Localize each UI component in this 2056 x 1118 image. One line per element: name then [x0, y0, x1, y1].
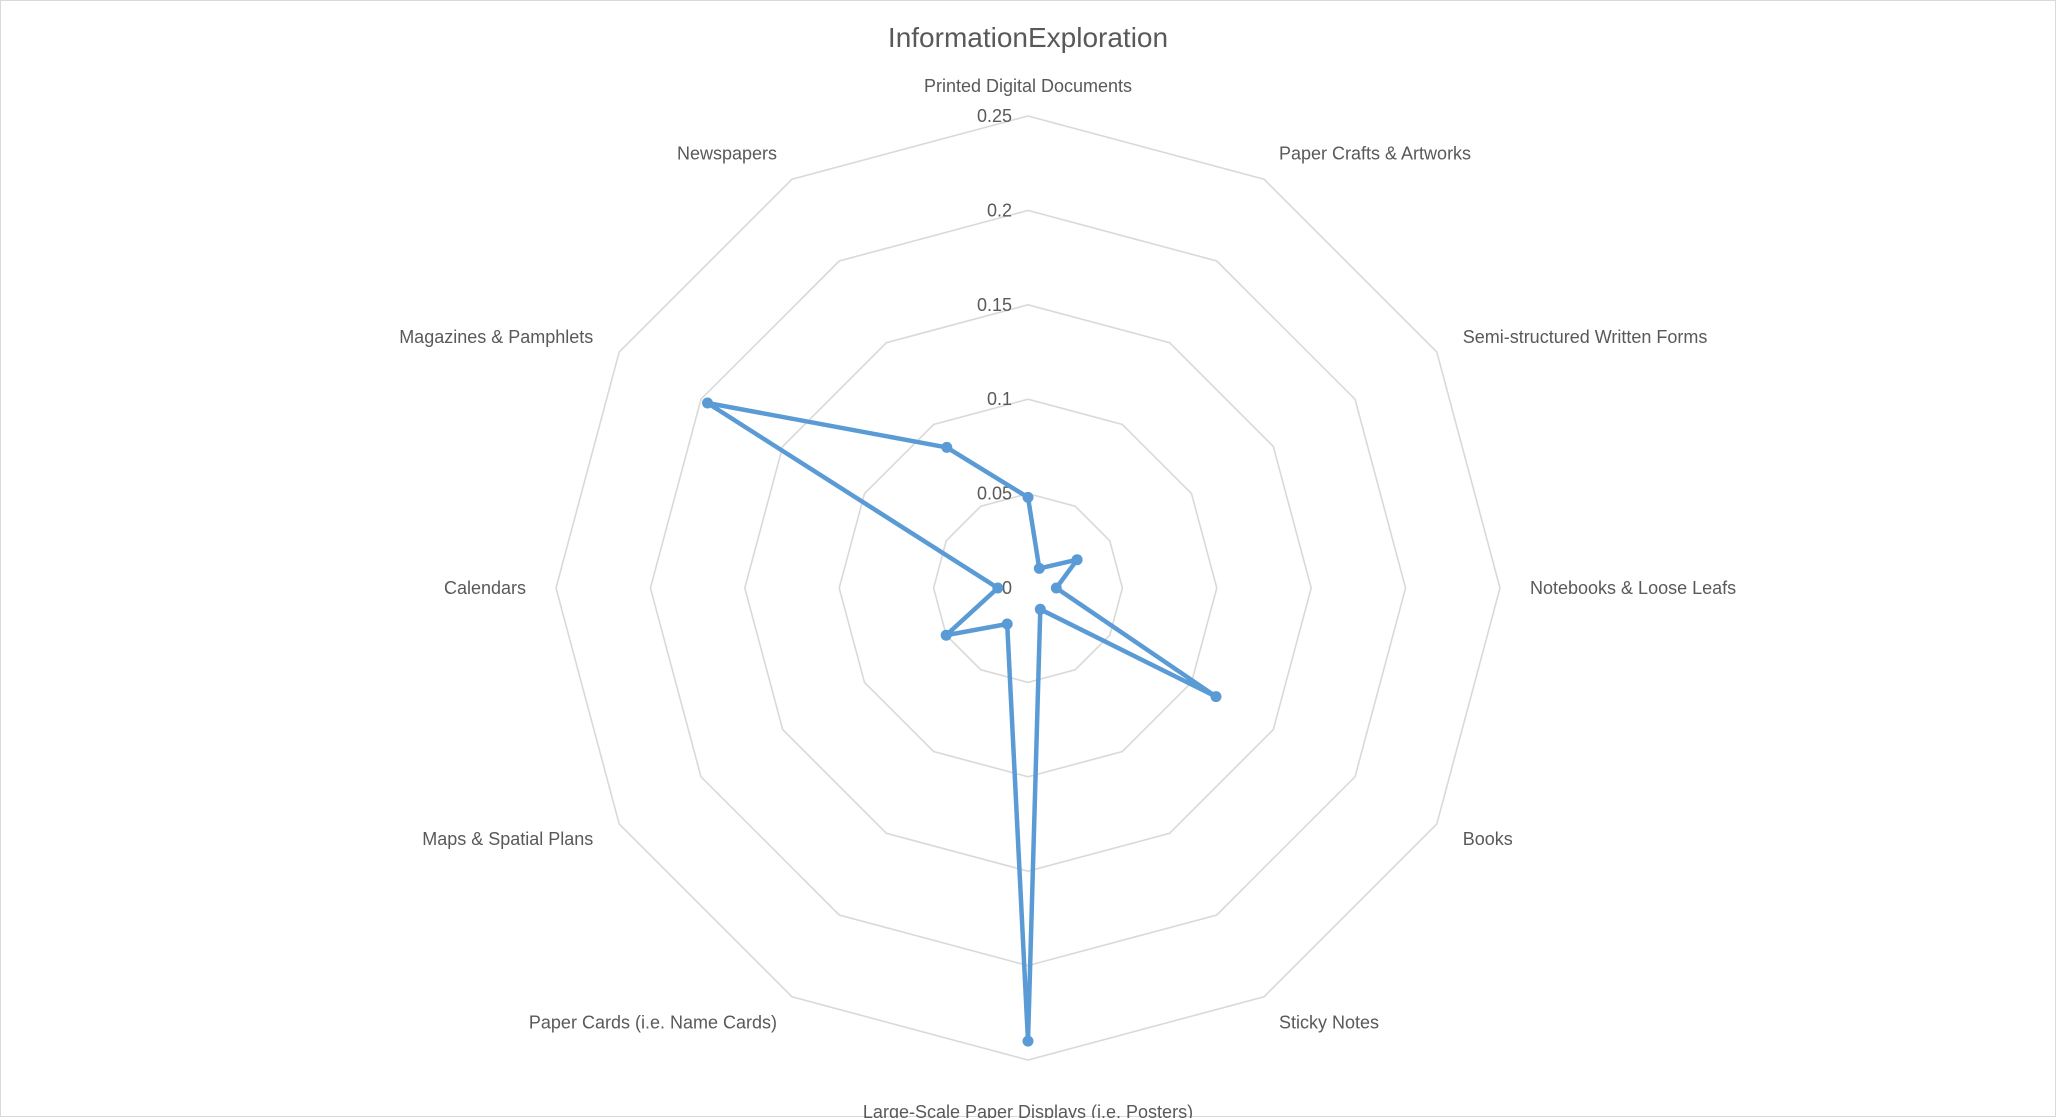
- tick-label: 0.05: [977, 484, 1012, 504]
- series-line: [705, 400, 1219, 1044]
- category-label: Sticky Notes: [1279, 1013, 1379, 1033]
- tick-label: 0.25: [977, 106, 1012, 126]
- grid-ring-5: [555, 115, 1501, 1061]
- data-point: [1022, 1035, 1034, 1047]
- category-label: Large-Scale Paper Displays (i.e. Posters…: [863, 1102, 1193, 1118]
- data-point: [702, 397, 713, 409]
- data-point: [1071, 554, 1083, 566]
- category-label: Newspapers: [677, 143, 777, 163]
- category-labels: Printed Digital Documents Paper Crafts & …: [399, 76, 1736, 1118]
- data-point: [1033, 562, 1045, 574]
- radar-grid: [555, 115, 1501, 1061]
- category-label: Magazines & Pamphlets: [399, 327, 593, 347]
- data-series: [702, 397, 1222, 1047]
- tick-label: 0: [1002, 578, 1012, 598]
- tick-label: 0.2: [987, 200, 1012, 220]
- category-label: Paper Crafts & Artworks: [1279, 143, 1471, 163]
- grid-ring-1: [932, 492, 1124, 684]
- grid-ring-4: [649, 209, 1407, 967]
- radial-tick-labels: 0 0.05 0.1 0.15 0.2 0.25: [977, 106, 1012, 598]
- tick-label: 0.15: [977, 295, 1012, 315]
- data-point: [992, 582, 1004, 594]
- data-point: [1022, 491, 1034, 503]
- category-label: Notebooks & Loose Leafs: [1530, 578, 1736, 598]
- grid-ring-2: [838, 398, 1218, 778]
- category-label: Calendars: [444, 578, 526, 598]
- chart-title: InformationExploration: [888, 22, 1168, 53]
- category-label: Paper Cards (i.e. Name Cards): [529, 1013, 777, 1033]
- category-label: Semi-structured Written Forms: [1463, 327, 1708, 347]
- category-label: Books: [1463, 829, 1513, 849]
- category-label: Printed Digital Documents: [924, 76, 1132, 96]
- data-point: [1034, 603, 1046, 615]
- data-point: [1050, 582, 1062, 594]
- data-point: [1001, 618, 1013, 630]
- grid-ring-3: [743, 303, 1313, 873]
- data-point: [1210, 691, 1222, 703]
- category-label: Maps & Spatial Plans: [422, 829, 593, 849]
- data-point: [941, 441, 953, 453]
- data-point: [940, 629, 952, 641]
- tick-label: 0.1: [987, 389, 1012, 409]
